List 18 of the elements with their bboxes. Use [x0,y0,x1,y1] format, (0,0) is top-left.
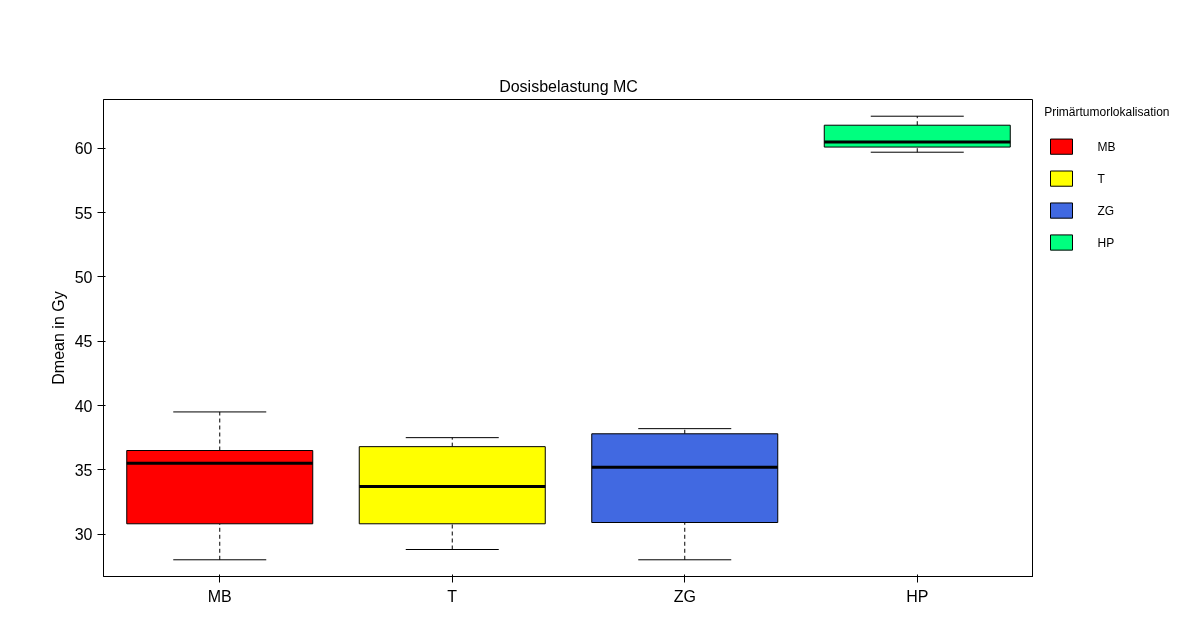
x-tick-label: HP [906,587,929,605]
y-tick-label: 45 [74,333,93,351]
legend-label: T [1097,171,1106,186]
legend-title: Primärtumorlokalisation [1044,104,1170,119]
legend-label: ZG [1097,203,1115,218]
y-tick-label: 50 [74,268,93,286]
x-tick-label: T [447,587,458,605]
x-tick-label: MB [207,587,232,605]
legend-label: MB [1097,139,1116,154]
y-tick-label: 55 [74,204,93,222]
legend-label: HP [1097,235,1115,250]
y-axis-title: Dmean in Gy [49,291,67,385]
x-tick-label: ZG [673,587,696,605]
y-tick-label: 30 [74,526,93,544]
chart-title: Dosisbelastung MC [499,77,638,95]
y-tick-label: 60 [74,140,93,158]
y-tick-label: 40 [74,397,93,415]
y-tick-label: 35 [74,461,93,479]
